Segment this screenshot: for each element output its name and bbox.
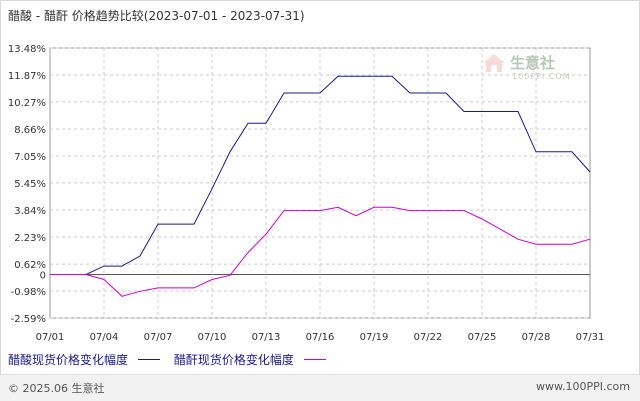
y-tick-label: 0.62%	[14, 260, 46, 271]
legend-item-series-2: 醋酐现货价格变化幅度	[174, 351, 326, 368]
chart-title: 醋酸 - 醋酐 价格趋势比较(2023-07-01 - 2023-07-31)	[8, 9, 305, 23]
x-tick-label: 07/28	[522, 332, 551, 343]
y-tick-label: 13.48%	[8, 44, 46, 55]
copyright-text: © 2025.06 生意社	[8, 382, 105, 395]
x-tick-label: 07/07	[144, 332, 173, 343]
x-tick-label: 07/01	[36, 332, 65, 343]
legend: 醋酸现货价格变化幅度 醋酐现货价格变化幅度	[8, 351, 336, 368]
y-tick-label: -2.59%	[11, 314, 46, 325]
footer: © 2025.06 生意社 www.100PPI.com	[0, 374, 640, 401]
y-tick-label: 2.23%	[14, 233, 46, 244]
y-tick-label: 8.66%	[14, 125, 46, 136]
site-link[interactable]: www.100PPI.com	[536, 380, 630, 393]
legend-swatch-series-1	[138, 359, 161, 360]
watermark-url: 100PPI.COM	[512, 72, 571, 81]
y-tick-label: 11.87%	[8, 71, 46, 82]
legend-label-series-1: 醋酸现货价格变化幅度	[8, 353, 129, 367]
x-tick-label: 07/31	[576, 332, 605, 343]
x-tick-label: 07/19	[360, 332, 389, 343]
house-logo-icon	[483, 53, 505, 72]
series-line-1	[50, 75, 591, 275]
legend-item-series-1: 醋酸现货价格变化幅度	[8, 351, 161, 368]
x-tick-label: 07/22	[414, 332, 443, 343]
y-tick-label: 5.45%	[14, 179, 46, 190]
series-line-2	[50, 206, 591, 297]
x-tick-label: 07/10	[198, 332, 227, 343]
legend-label-series-2: 醋酐现货价格变化幅度	[173, 353, 294, 367]
x-tick-label: 07/25	[468, 332, 497, 343]
watermark: 生意社 100PPI.COM	[482, 52, 570, 81]
y-tick-label: -0.98%	[11, 287, 46, 298]
watermark-name: 生意社	[510, 54, 556, 72]
x-tick-label: 07/13	[252, 332, 281, 343]
x-tick-label: 07/16	[306, 332, 335, 343]
y-tick-label: 0	[40, 270, 46, 281]
x-tick-label: 07/04	[90, 332, 119, 343]
y-tick-label: 7.05%	[14, 152, 46, 163]
legend-swatch-series-2	[303, 359, 326, 360]
y-tick-label: 3.84%	[14, 206, 46, 217]
y-tick-label: 10.27%	[8, 98, 46, 109]
